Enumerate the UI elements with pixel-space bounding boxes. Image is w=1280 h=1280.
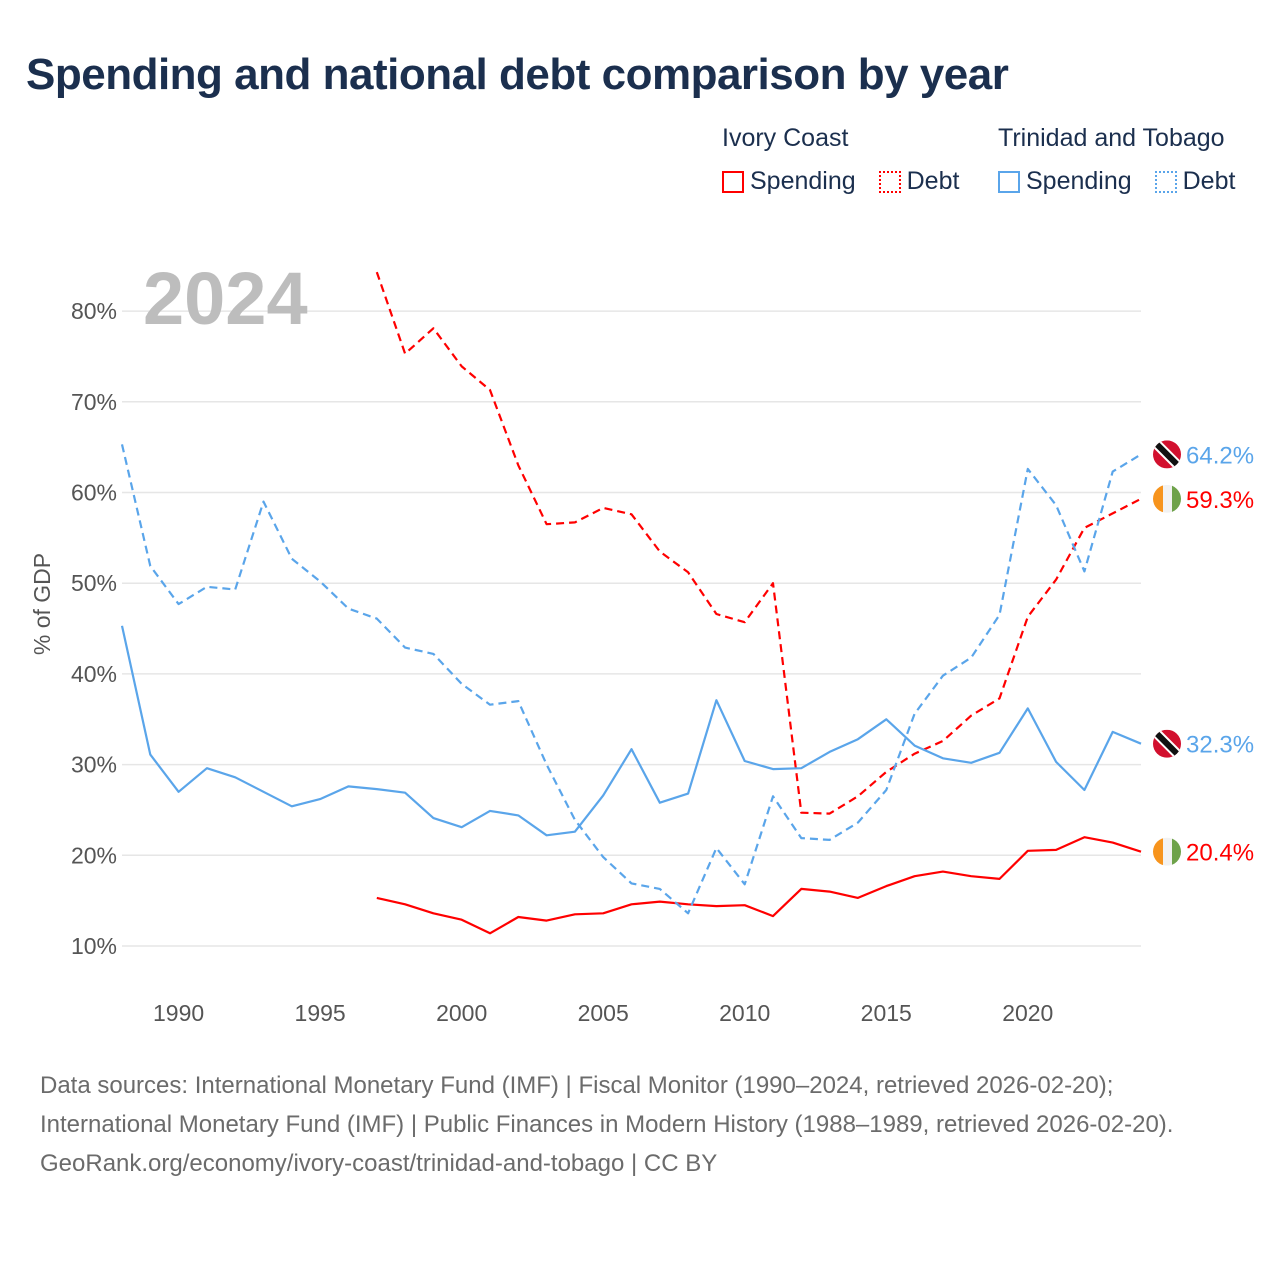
flag-body xyxy=(1153,484,1181,513)
year-watermark: 2024 xyxy=(143,257,308,340)
legend-ivory-coast: Ivory Coast Spending Debt xyxy=(722,124,975,200)
x-tick-label: 2015 xyxy=(861,1000,912,1026)
series-line-ivory-coast-debt xyxy=(375,271,1142,815)
x-tick-label: 2005 xyxy=(578,1000,629,1026)
x-tick-label: 1990 xyxy=(153,1000,204,1026)
y-tick-label: 80% xyxy=(71,298,117,324)
solid-swatch-icon xyxy=(722,170,744,193)
y-tick-label: 40% xyxy=(71,661,117,687)
data-sources: Data sources: International Monetary Fun… xyxy=(40,1072,1174,1138)
legend-item-debt[interactable]: Debt xyxy=(1154,167,1236,196)
end-value-label: 20.4% xyxy=(1186,840,1254,867)
attribution-link[interactable]: GeoRank.org/economy/ivory-coast/trinidad… xyxy=(40,1150,718,1177)
legend-label: Debt xyxy=(906,167,960,195)
flag-body xyxy=(1153,440,1181,469)
series-line-trinidad-and-tobago-debt xyxy=(120,444,1142,915)
y-tick-label: 70% xyxy=(71,389,117,415)
flag-body xyxy=(1153,837,1181,866)
x-tick-label: 1995 xyxy=(295,1000,346,1026)
line-chart: 10% 20% 30% 40% 50% 60% 70% 80% 1990 1995 2000 2005… xyxy=(29,257,1254,1026)
legend-item-spending[interactable]: Spending xyxy=(998,167,1132,196)
y-tick-label: 50% xyxy=(71,570,117,596)
legend-label: Spending xyxy=(750,167,856,195)
flag-stripe xyxy=(1163,484,1172,513)
flag-stripe xyxy=(1172,837,1181,866)
legend-trinidad-and-tobago: Trinidad and Tobago Spending Debt xyxy=(998,124,1235,200)
legend-label: Debt xyxy=(1182,167,1236,195)
footer: Data sources: International Monetary Fun… xyxy=(40,1066,1240,1183)
y-axis-label: % of GDP xyxy=(29,553,55,655)
y-tick-label: 20% xyxy=(71,842,117,868)
legend-group-name: Ivory Coast xyxy=(722,124,849,152)
flag-body xyxy=(1153,729,1181,758)
legend-item-debt[interactable]: Debt xyxy=(878,167,960,196)
x-tick-label: 2000 xyxy=(436,1000,487,1026)
flag-stripe xyxy=(1172,484,1181,513)
x-tick-label: 2020 xyxy=(1002,1000,1053,1026)
y-tick-label: 30% xyxy=(71,752,117,778)
y-tick-label: 10% xyxy=(71,933,117,959)
series-line-ivory-coast-spending xyxy=(376,836,1142,935)
end-value-label: 32.3% xyxy=(1186,732,1254,759)
end-value-label: 59.3% xyxy=(1186,487,1254,514)
dotted-swatch-icon xyxy=(878,170,901,193)
flag-stripe xyxy=(1153,837,1163,866)
trinidad-and-tobago-flag-icon xyxy=(1153,440,1181,469)
trinidad-and-tobago-flag-icon xyxy=(1153,729,1181,758)
legend-label: Spending xyxy=(1026,167,1132,195)
legend-group-name: Trinidad and Tobago xyxy=(998,124,1225,152)
y-tick-label: 60% xyxy=(71,480,117,506)
flag-stripe xyxy=(1153,440,1181,469)
ivory-coast-flag-icon xyxy=(1153,837,1181,866)
dotted-swatch-icon xyxy=(1154,170,1177,193)
flag-stripe xyxy=(1153,484,1163,513)
end-value-label: 64.2% xyxy=(1186,442,1254,469)
solid-swatch-icon xyxy=(998,170,1020,193)
ivory-coast-flag-icon xyxy=(1153,484,1181,513)
x-tick-label: 2010 xyxy=(719,1000,770,1026)
chart-title: Spending and national debt comparison by… xyxy=(26,50,1009,99)
legend-item-spending[interactable]: Spending xyxy=(722,167,856,196)
series-line-trinidad-and-tobago-spending xyxy=(120,625,1142,837)
flag-stripe xyxy=(1153,729,1181,758)
flag-stripe xyxy=(1163,837,1172,866)
